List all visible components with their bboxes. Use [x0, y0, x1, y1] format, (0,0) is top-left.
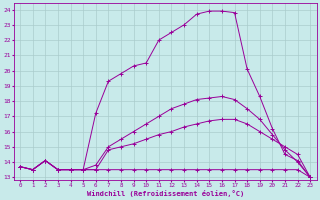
X-axis label: Windchill (Refroidissement éolien,°C): Windchill (Refroidissement éolien,°C): [86, 190, 244, 197]
